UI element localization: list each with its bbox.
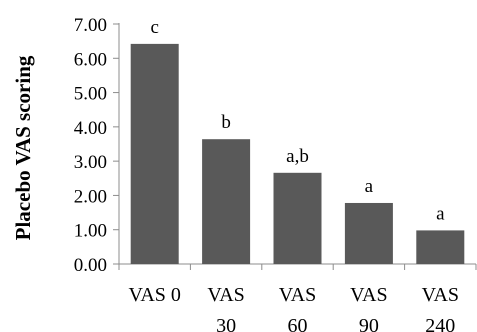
y-tick-label: 4.00: [74, 118, 107, 139]
x-category-label-1: VAS: [207, 284, 244, 306]
y-tick-label: 2.00: [74, 186, 107, 207]
bar-2: [274, 173, 322, 264]
bar-4: [416, 230, 464, 264]
bar-3: [345, 203, 393, 264]
y-tick-label: 0.00: [74, 255, 107, 276]
data-label-0: c: [150, 17, 158, 38]
data-label-2: a,b: [286, 146, 309, 167]
y-tick-label: 1.00: [74, 221, 107, 242]
y-tick-label: 7.00: [74, 15, 107, 36]
x-category-sublabel-3: 90: [359, 315, 379, 332]
x-category-label-2: VAS: [279, 284, 316, 306]
x-category-label-4: VAS: [422, 284, 459, 306]
bar-1: [202, 139, 250, 264]
x-category-label-0: VAS 0: [128, 284, 180, 306]
y-axis-title-group: Placebo VAS scoring: [11, 55, 35, 240]
x-category-label-3: VAS: [350, 284, 387, 306]
x-category-sublabel-1: 30: [216, 315, 236, 332]
y-tick-label: 3.00: [74, 152, 107, 173]
y-tick-label: 6.00: [74, 49, 107, 70]
data-label-3: a: [365, 176, 374, 197]
y-axis-title: Placebo VAS scoring: [11, 55, 35, 240]
x-category-sublabel-2: 60: [288, 315, 308, 332]
x-category-sublabel-4: 240: [425, 315, 455, 332]
data-label-1: b: [221, 112, 231, 133]
bar-0: [131, 44, 179, 264]
y-axis: 0.00 1.00 2.00 3.00 4.00 5.00 6.00 7.00: [74, 15, 119, 276]
x-axis: VAS 0 VAS 30 VAS 60 VAS 90 VAS 240: [119, 264, 476, 332]
y-tick-label: 5.00: [74, 84, 107, 105]
data-label-4: a: [436, 203, 445, 224]
